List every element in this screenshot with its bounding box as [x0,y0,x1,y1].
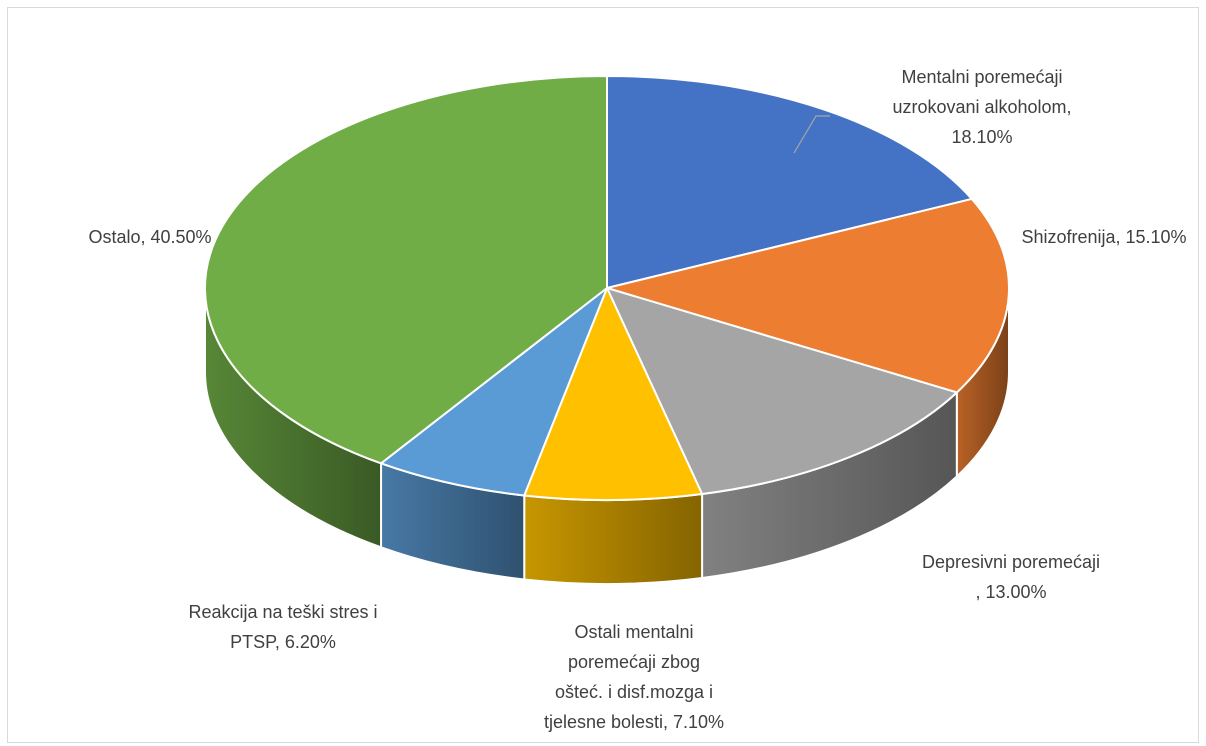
slice-label-3: Ostali mentalni poremećaji zbog ošteć. i d… [544,622,724,732]
slice-labels: Mentalni poremećaji uzrokovani alkoholom,… [88,67,1186,732]
pie-tops [204,75,1010,501]
pie-slice-3[interactable] [523,287,704,501]
slice-label-0: Mentalni poremećaji uzrokovani alkoholom,… [892,67,1071,147]
leader-line-0 [793,115,830,154]
pie-side-3 [523,492,704,585]
slice-label-5: Ostalo, 40.50% [88,227,211,247]
pie-slice-5[interactable] [204,75,608,465]
pie-slice-4[interactable] [380,287,608,497]
slice-label-1: Shizofrenija, 15.10% [1021,227,1186,247]
leader-lines [793,115,830,154]
pie-slice-1[interactable] [606,197,1010,394]
slice-label-4: Reakcija na teški stres i PTSP, 6.20% [188,602,377,652]
pie-slice-0[interactable] [606,75,973,289]
slice-label-2: Depresivni poremećaji, 13.00% [922,552,1100,602]
pie-slice-2[interactable] [606,287,958,495]
